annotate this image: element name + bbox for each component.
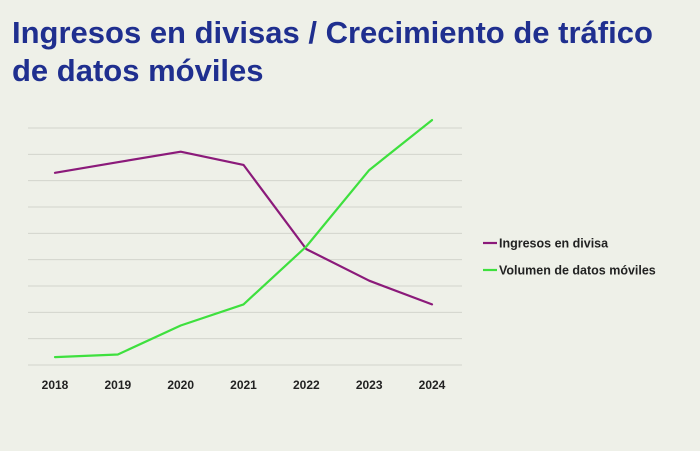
legend-label: Ingresos en divisa: [499, 237, 609, 251]
legend-label: Volumen de datos móviles: [499, 264, 656, 278]
series-lines: [53, 118, 434, 359]
legend: Ingresos en divisa Volumen de datos móvil…: [483, 237, 656, 278]
x-axis-ticks: 2018 2019 2020 2021 2022 2023 2024: [42, 378, 446, 392]
x-tick-label: 2018: [42, 378, 69, 392]
grid: [28, 127, 462, 366]
x-tick-label: 2023: [356, 378, 383, 392]
x-tick-label: 2022: [293, 378, 320, 392]
x-tick-label: 2021: [230, 378, 257, 392]
x-tick-label: 2020: [167, 378, 194, 392]
series-line-2: [53, 118, 434, 359]
x-tick-label: 2019: [104, 378, 131, 392]
x-tick-label: 2024: [419, 378, 446, 392]
series-line-1: [53, 150, 434, 306]
chart-title: Ingresos en divisas / Crecimiento de trá…: [12, 15, 653, 88]
